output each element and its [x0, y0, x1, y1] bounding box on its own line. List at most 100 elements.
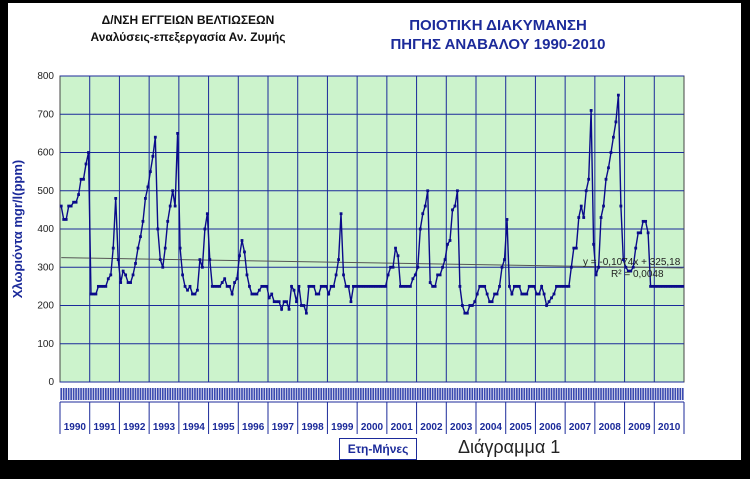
data-point [332, 284, 336, 288]
data-point [671, 284, 675, 288]
data-point [302, 304, 306, 307]
data-point [456, 189, 459, 193]
data-point [371, 284, 375, 288]
data-point [634, 246, 638, 250]
data-point [166, 219, 170, 223]
data-point [460, 304, 464, 307]
data-point [426, 189, 430, 193]
chart-title-line-2: ΠΗΓΗΣ ΑΝΑΒΑΛΟΥ 1990-2010 [390, 36, 606, 53]
data-point [525, 292, 529, 296]
data-point [275, 300, 279, 304]
y-tick-label: 600 [37, 148, 54, 159]
data-point [641, 219, 645, 223]
data-point [574, 246, 578, 250]
data-point [245, 273, 249, 277]
data-point [619, 204, 623, 208]
data-point [626, 269, 630, 273]
data-point [186, 288, 189, 292]
y-tick-label: 700 [37, 109, 54, 120]
data-point [411, 277, 415, 281]
data-point [379, 284, 383, 288]
year-tick-label: 2006 [539, 422, 562, 433]
data-point [262, 284, 266, 288]
data-point [270, 292, 274, 296]
data-point [200, 265, 204, 269]
data-point [550, 296, 553, 300]
data-point [188, 284, 192, 288]
data-point [609, 151, 613, 154]
data-point [196, 288, 199, 292]
data-point [116, 258, 120, 261]
data-point [453, 204, 457, 208]
data-point [488, 300, 492, 304]
data-point [339, 212, 343, 216]
data-point [552, 292, 556, 296]
data-point [228, 284, 232, 288]
data-point [356, 284, 360, 288]
data-point [468, 304, 472, 307]
data-point [349, 300, 353, 304]
y-tick-label: 100 [37, 339, 54, 350]
data-point [161, 265, 165, 269]
y-tick-label: 0 [48, 377, 54, 388]
data-point [163, 246, 167, 250]
data-point [416, 265, 420, 269]
data-point [223, 277, 227, 281]
year-tick-label: 1991 [93, 422, 116, 433]
y-tick-label: 300 [37, 262, 54, 273]
data-point [542, 292, 546, 296]
data-point [646, 231, 650, 235]
data-point [252, 292, 256, 296]
data-point [148, 170, 152, 174]
data-point [664, 284, 667, 288]
data-point [577, 216, 581, 219]
data-point [587, 177, 591, 181]
data-point [230, 292, 234, 296]
data-point [391, 265, 395, 269]
data-point [255, 292, 259, 296]
data-point [483, 284, 487, 288]
data-point [114, 197, 118, 200]
data-point [381, 284, 385, 288]
data-point [579, 204, 583, 208]
data-point [465, 311, 469, 315]
data-point [500, 265, 504, 269]
data-point [94, 292, 98, 296]
data-point [547, 300, 551, 304]
data-point [396, 254, 400, 258]
organization-line-2: Αναλύσεις-επεξεργασία Αν. Ζυμής [90, 30, 286, 44]
data-point [126, 281, 130, 284]
data-point [451, 208, 454, 212]
data-point [527, 284, 531, 288]
data-point [235, 277, 239, 281]
data-point [654, 284, 657, 288]
trendline-equation: y = -0,1074x + 325,18 [583, 257, 681, 268]
data-point [673, 284, 677, 288]
data-point [146, 185, 150, 189]
year-tick-label: 2003 [450, 422, 473, 433]
data-point [431, 284, 435, 288]
data-point [178, 246, 182, 250]
data-point [74, 200, 78, 204]
data-point [485, 292, 489, 296]
data-point [361, 284, 365, 288]
data-point [404, 284, 407, 288]
data-point [639, 231, 643, 235]
data-point [240, 239, 244, 242]
x-axis-label: Ετη-Μήνες [339, 438, 417, 460]
figure-caption: Διάγραμμα 1 [458, 437, 561, 457]
document-sheet: Δ/ΝΣΗ ΕΓΓΕΙΩΝ ΒΕΛΤΙΩΣΕΩΝ Αναλύσεις-επεξε… [8, 3, 741, 460]
data-point [515, 284, 519, 288]
data-point [498, 284, 501, 288]
year-tick-label: 2009 [628, 422, 651, 433]
data-point [314, 292, 318, 296]
data-point [59, 204, 63, 208]
data-point [151, 154, 155, 158]
chart: 0 100 200 300 400 500 600 700 800 1990 1991 1992 19… [10, 71, 685, 434]
year-tick-label: 1999 [331, 422, 354, 433]
year-tick-label: 1997 [272, 422, 295, 433]
data-point [131, 273, 135, 277]
data-point [495, 292, 499, 296]
data-point [220, 281, 224, 284]
chart-title-line-1: ΠΟΙΟΤΙΚΗ ΔΙΑΚΥΜΑΝΣΗ [409, 17, 587, 34]
